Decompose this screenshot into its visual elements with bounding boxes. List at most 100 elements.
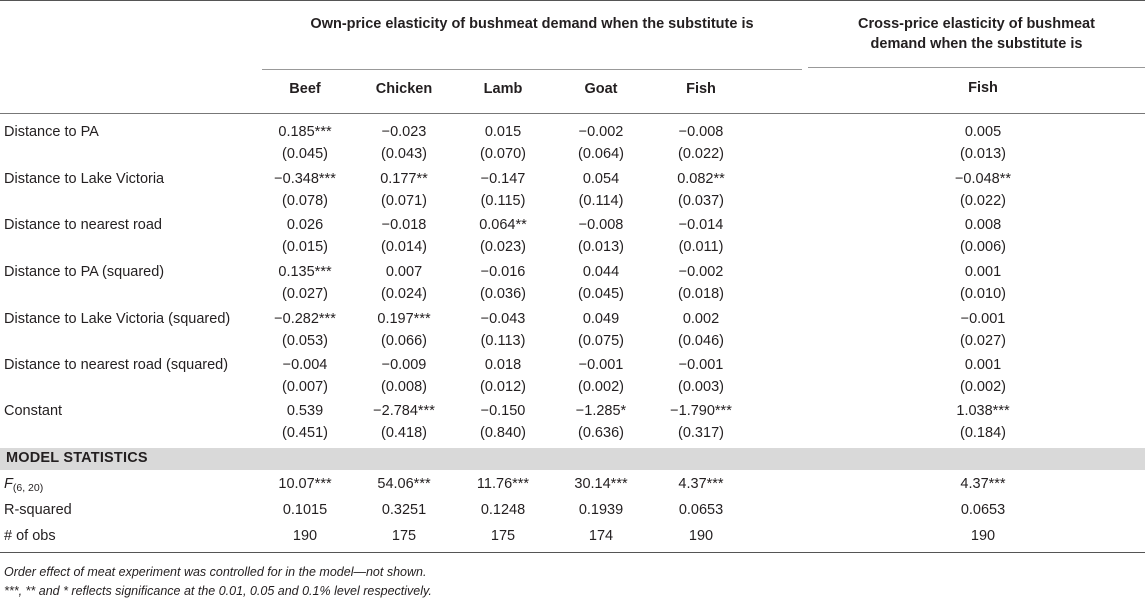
statistic-cell: 30.14*** [574, 476, 628, 492]
statistic-cell: 4.37*** [960, 476, 1006, 492]
coefficient-cell: −0.009 [381, 357, 427, 373]
statistic-cell: 190 [970, 528, 996, 544]
coefficient-cell: −0.348*** [274, 171, 336, 187]
column-header-chicken: Chicken [375, 81, 433, 97]
coefficient-cell: −1.790*** [670, 403, 732, 419]
coefficient-cell: −0.002 [578, 124, 624, 140]
standard-error-cell: (0.115) [480, 193, 526, 209]
statistic-cell: 175 [490, 528, 516, 544]
coefficient-cell: −0.001 [578, 357, 624, 373]
coefficient-cell: 0.185*** [278, 124, 332, 140]
model-statistics-band [0, 448, 1145, 470]
coefficient-cell: −0.150 [480, 403, 526, 419]
column-header-lamb: Lamb [483, 81, 523, 97]
standard-error-cell: (0.064) [578, 146, 624, 162]
own-price-group-title: Own-price elasticity of bushmeat demand … [310, 16, 754, 32]
statistic-cell: 0.3251 [381, 502, 427, 518]
coefficient-cell: −0.008 [578, 217, 624, 233]
statistic-cell: 11.76*** [476, 476, 530, 492]
r-squared-label: R-squared [4, 502, 72, 518]
row-label: Constant [4, 403, 63, 419]
cross-price-title-line1: Cross-price elasticity of bushmeat [858, 16, 1095, 32]
standard-error-cell: (0.317) [678, 425, 724, 441]
standard-error-cell: (0.002) [578, 379, 624, 395]
statistic-cell: 0.1939 [578, 502, 624, 518]
standard-error-cell: (0.027) [960, 333, 1006, 349]
standard-error-cell: (0.007) [282, 379, 328, 395]
coefficient-cell: −0.048** [954, 171, 1012, 187]
column-header-fish: Fish [686, 81, 716, 97]
coefficient-cell: 0.008 [964, 217, 1002, 233]
standard-error-cell: (0.018) [678, 286, 724, 302]
standard-error-cell: (0.011) [678, 239, 724, 255]
statistic-cell: 0.0653 [678, 502, 724, 518]
coefficient-cell: 0.007 [385, 264, 423, 280]
standard-error-cell: (0.006) [960, 239, 1006, 255]
cross-price-group-title: Cross-price elasticity of bushmeat deman… [808, 14, 1145, 54]
cross-price-underline [808, 67, 1145, 68]
coefficient-cell: −0.001 [960, 311, 1006, 327]
standard-error-cell: (0.045) [578, 286, 624, 302]
standard-error-cell: (0.066) [381, 333, 427, 349]
coefficient-cell: −0.014 [678, 217, 724, 233]
f-statistic-subscript: (6, 20) [12, 482, 44, 494]
standard-error-cell: (0.036) [480, 286, 526, 302]
statistic-cell: 54.06*** [377, 476, 431, 492]
coefficient-cell: −2.784*** [373, 403, 435, 419]
row-label: Distance to PA (squared) [4, 264, 165, 280]
standard-error-cell: (0.015) [282, 239, 328, 255]
coefficient-cell: −0.004 [282, 357, 328, 373]
coefficient-cell: −0.002 [678, 264, 724, 280]
statistic-cell: 190 [688, 528, 714, 544]
statistic-cell: 10.07*** [278, 476, 332, 492]
coefficient-cell: 0.135*** [278, 264, 332, 280]
coefficient-cell: 0.539 [286, 403, 324, 419]
coefficient-cell: 0.026 [286, 217, 324, 233]
standard-error-cell: (0.023) [480, 239, 526, 255]
standard-error-cell: (0.046) [678, 333, 724, 349]
obs-label: # of obs [4, 528, 56, 544]
standard-error-cell: (0.070) [480, 146, 526, 162]
coefficient-cell: −0.008 [678, 124, 724, 140]
row-label: Distance to Lake Victoria [4, 171, 165, 187]
standard-error-cell: (0.075) [578, 333, 624, 349]
own-price-underline [262, 69, 802, 70]
coefficient-cell: −0.001 [678, 357, 724, 373]
statistic-cell: 4.37*** [678, 476, 724, 492]
coefficient-cell: 0.044 [582, 264, 620, 280]
coefficient-cell: −1.285* [575, 403, 627, 419]
coefficient-cell: 0.002 [682, 311, 720, 327]
statistic-cell: 190 [292, 528, 318, 544]
column-header-goat: Goat [584, 81, 618, 97]
standard-error-cell: (0.045) [282, 146, 328, 162]
row-label: Distance to PA [4, 124, 99, 140]
column-header-cross-fish: Fish [968, 80, 998, 96]
model-statistics-label: MODEL STATISTICS [6, 450, 148, 466]
coefficient-cell: −0.018 [381, 217, 427, 233]
column-header-beef: Beef [289, 81, 321, 97]
row-label: Distance to nearest road (squared) [4, 357, 229, 373]
standard-error-cell: (0.022) [678, 146, 724, 162]
standard-error-cell: (0.037) [678, 193, 724, 209]
row-label: Distance to nearest road [4, 217, 162, 233]
standard-error-cell: (0.013) [578, 239, 624, 255]
standard-error-cell: (0.003) [678, 379, 724, 395]
statistic-cell: 0.0653 [960, 502, 1006, 518]
coefficient-cell: 0.005 [964, 124, 1002, 140]
coefficient-cell: 1.038*** [956, 403, 1010, 419]
coefficient-cell: 0.177** [380, 171, 428, 187]
standard-error-cell: (0.013) [960, 146, 1006, 162]
standard-error-cell: (0.014) [381, 239, 427, 255]
standard-error-cell: (0.002) [960, 379, 1006, 395]
coefficient-cell: 0.001 [964, 357, 1002, 373]
note-significance: ***, ** and * reflects significance at t… [4, 584, 432, 598]
coefficient-cell: −0.043 [480, 311, 526, 327]
f-statistic-label: F(6, 20) [4, 476, 44, 494]
coefficient-cell: 0.197*** [377, 311, 431, 327]
cross-price-title-line2: demand when the substitute is [870, 36, 1083, 52]
coefficient-cell: −0.016 [480, 264, 526, 280]
note-controlled: Order effect of meat experiment was cont… [4, 565, 427, 579]
statistic-cell: 175 [391, 528, 417, 544]
coefficient-cell: 0.018 [484, 357, 522, 373]
statistic-cell: 0.1248 [480, 502, 526, 518]
